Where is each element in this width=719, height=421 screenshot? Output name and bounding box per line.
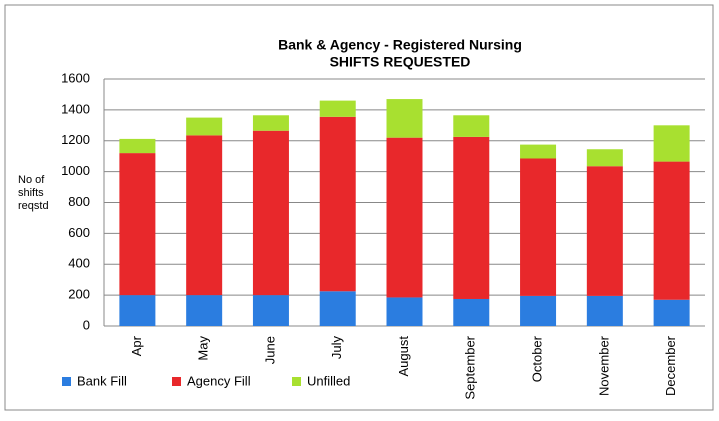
bar-segment [252, 130, 289, 296]
bar-segment [119, 138, 156, 154]
bar-segment [186, 295, 223, 326]
legend-label: Unfilled [307, 373, 350, 388]
bar-segment [319, 116, 356, 292]
chart-frame [4, 4, 714, 411]
bar-segment [119, 153, 156, 296]
bar-segment [653, 125, 690, 162]
y-tick-label: 1000 [61, 163, 90, 178]
bar-segment [453, 136, 490, 299]
y-axis-label: No of shifts reqstd [18, 174, 49, 212]
bar-segment [653, 161, 690, 300]
bar-segment [252, 115, 289, 131]
x-tick-label: December [663, 335, 678, 396]
bar-segment [319, 100, 356, 117]
bar-segment [386, 297, 423, 326]
bar-segment [186, 117, 223, 136]
x-tick-label: October [529, 335, 544, 382]
bar-segment [520, 144, 557, 159]
bar-segment [186, 135, 223, 296]
y-tick-label: 1400 [61, 101, 90, 116]
legend-label: Agency Fill [187, 373, 251, 388]
x-tick-label: August [396, 336, 411, 377]
x-tick-label: June [262, 336, 277, 364]
bar-segment [386, 137, 423, 298]
bar-segment [653, 299, 690, 326]
bar-segment [453, 298, 490, 326]
legend-label: Bank Fill [77, 373, 127, 388]
legend-swatch [172, 377, 181, 386]
y-tick-label: 0 [83, 317, 90, 332]
bar-segment [386, 99, 423, 138]
bar-segment [453, 115, 490, 137]
bar-segment [586, 149, 623, 167]
y-tick-label: 200 [68, 287, 90, 302]
y-tick-label: 600 [68, 225, 90, 240]
bar-segment [586, 166, 623, 296]
x-tick-label: November [596, 335, 611, 396]
x-tick-label: September [463, 335, 478, 399]
x-tick-label: July [329, 336, 344, 360]
y-tick-label: 1600 [61, 70, 90, 85]
bar-segment [119, 295, 156, 326]
y-tick-label: 1200 [61, 132, 90, 147]
legend-swatch [62, 377, 71, 386]
chart-title: Bank & Agency - Registered Nursing [278, 37, 522, 53]
bar-segment [586, 295, 623, 326]
bar-segment [520, 158, 557, 296]
legend-swatch [292, 377, 301, 386]
bar-segment [319, 291, 356, 326]
x-tick-label: Apr [129, 335, 144, 356]
chart-subtitle: SHIFTS REQUESTED [330, 54, 471, 70]
bar-segment [252, 295, 289, 326]
x-tick-label: May [196, 336, 211, 361]
bar-segment [520, 295, 557, 326]
y-tick-label: 400 [68, 256, 90, 271]
y-tick-label: 800 [68, 194, 90, 209]
